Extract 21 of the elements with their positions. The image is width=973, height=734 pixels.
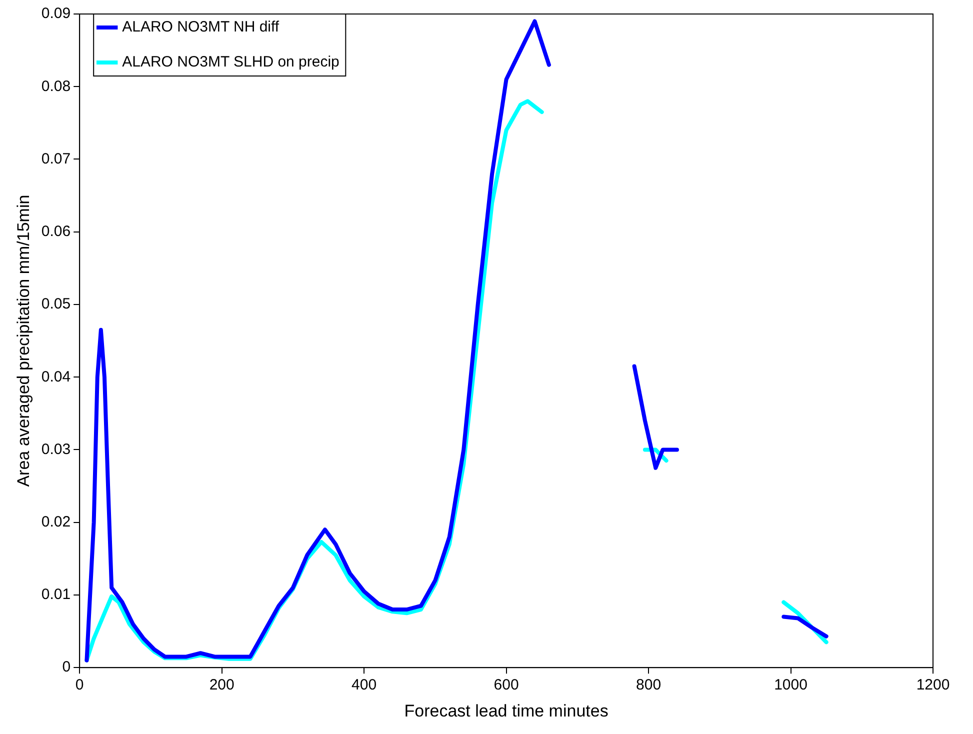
- y-tick-label: 0.07: [41, 150, 71, 168]
- y-axis-title: Area averaged precipitation mm/15min: [14, 194, 33, 487]
- y-tick-label: 0.08: [41, 78, 71, 95]
- x-tick-label: 0: [75, 676, 84, 694]
- x-tick-label: 200: [209, 676, 234, 694]
- x-tick-label: 600: [494, 676, 519, 694]
- y-tick-label: 0.09: [41, 5, 71, 22]
- legend-label: ALARO NO3MT SLHD on precip: [122, 54, 340, 71]
- y-tick-label: 0.04: [41, 368, 71, 386]
- x-tick-label: 800: [636, 676, 662, 694]
- y-tick-label: 0.01: [41, 586, 71, 604]
- x-axis-title: Forecast lead time minutes: [404, 701, 608, 720]
- x-tick-label: 400: [352, 676, 377, 694]
- legend-label: ALARO NO3MT NH diff: [122, 18, 280, 36]
- y-tick-label: 0.06: [41, 223, 71, 240]
- y-tick-label: 0.03: [41, 440, 71, 458]
- y-tick-label: 0: [62, 658, 71, 676]
- x-tick-label: 1200: [916, 676, 950, 694]
- y-tick-label: 0.05: [41, 296, 71, 313]
- x-tick-label: 1000: [774, 676, 808, 694]
- y-tick-label: 0.02: [41, 513, 71, 530]
